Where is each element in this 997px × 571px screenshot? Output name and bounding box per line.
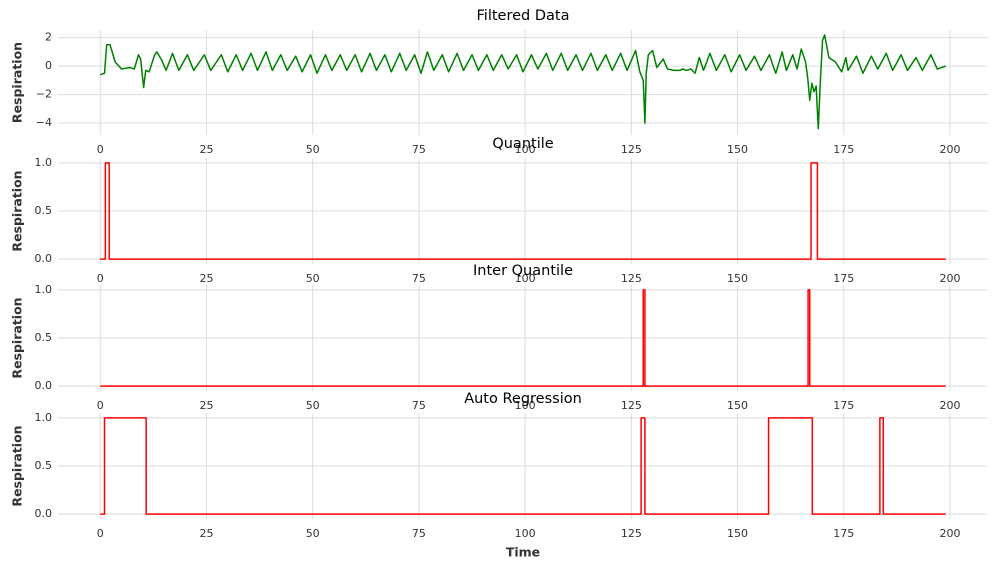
x-tick-label: 125 [621,399,642,412]
x-tick-label: 150 [727,272,748,285]
line [100,162,946,260]
subplot-title: Quantile [492,136,553,152]
y-axis-label: Respiration [10,425,25,506]
x-tick-label: 25 [199,143,213,156]
subplot-title: Filtered Data [477,8,570,24]
x-tick-label: 150 [727,527,748,540]
x-tick-label: 75 [412,143,426,156]
x-tick-label: 125 [621,527,642,540]
y-tick-label: 2 [45,31,52,44]
y-tick-label: 0.0 [35,252,53,265]
x-tick-label: 75 [412,272,426,285]
x-tick-label: 200 [939,143,960,156]
y-tick-label: 0.0 [35,507,53,520]
y-tick-label: 0.5 [35,331,53,344]
y-tick-label: 1.0 [35,156,53,169]
y-tick-label: 1.0 [35,411,53,424]
x-tick-label: 50 [306,527,320,540]
y-tick-label: 0.5 [35,459,53,472]
x-tick-label: 175 [833,143,854,156]
x-tick-label: 150 [727,143,748,156]
x-tick-label: 0 [97,399,104,412]
subplot-title: Auto Regression [464,391,582,407]
x-tick-label: 25 [199,399,213,412]
x-tick-label: 200 [939,272,960,285]
line [100,289,946,387]
y-tick-label: −4 [36,116,52,129]
x-tick-label: 175 [833,527,854,540]
x-tick-label: 50 [306,399,320,412]
x-tick-label: 100 [515,527,536,540]
x-tick-label: 100 [515,272,536,285]
x-tick-label: 50 [306,143,320,156]
line [100,34,946,130]
y-tick-label: 0 [45,59,52,72]
x-tick-label: 25 [199,527,213,540]
y-axis-label: Respiration [10,297,25,378]
x-tick-label: 75 [412,527,426,540]
x-tick-label: 25 [199,272,213,285]
y-tick-label: 1.0 [35,283,53,296]
x-tick-label: 175 [833,399,854,412]
y-axis-label: Respiration [10,42,25,123]
x-tick-label: 125 [621,272,642,285]
x-tick-label: 200 [939,399,960,412]
x-tick-label: 100 [515,399,536,412]
line [100,417,946,515]
x-tick-label: 50 [306,272,320,285]
x-tick-label: 150 [727,399,748,412]
y-tick-label: 0.0 [35,379,53,392]
x-tick-label: 175 [833,272,854,285]
y-tick-label: −2 [36,88,52,101]
y-tick-label: 0.5 [35,204,53,217]
x-tick-label: 0 [97,527,104,540]
y-axis-label: Respiration [10,170,25,251]
x-axis-label: Time [506,545,540,560]
x-tick-label: 0 [97,143,104,156]
x-tick-label: 75 [412,399,426,412]
x-tick-label: 0 [97,272,104,285]
subplot-title: Inter Quantile [473,263,573,279]
x-tick-label: 100 [515,143,536,156]
x-tick-label: 125 [621,143,642,156]
x-tick-label: 200 [939,527,960,540]
